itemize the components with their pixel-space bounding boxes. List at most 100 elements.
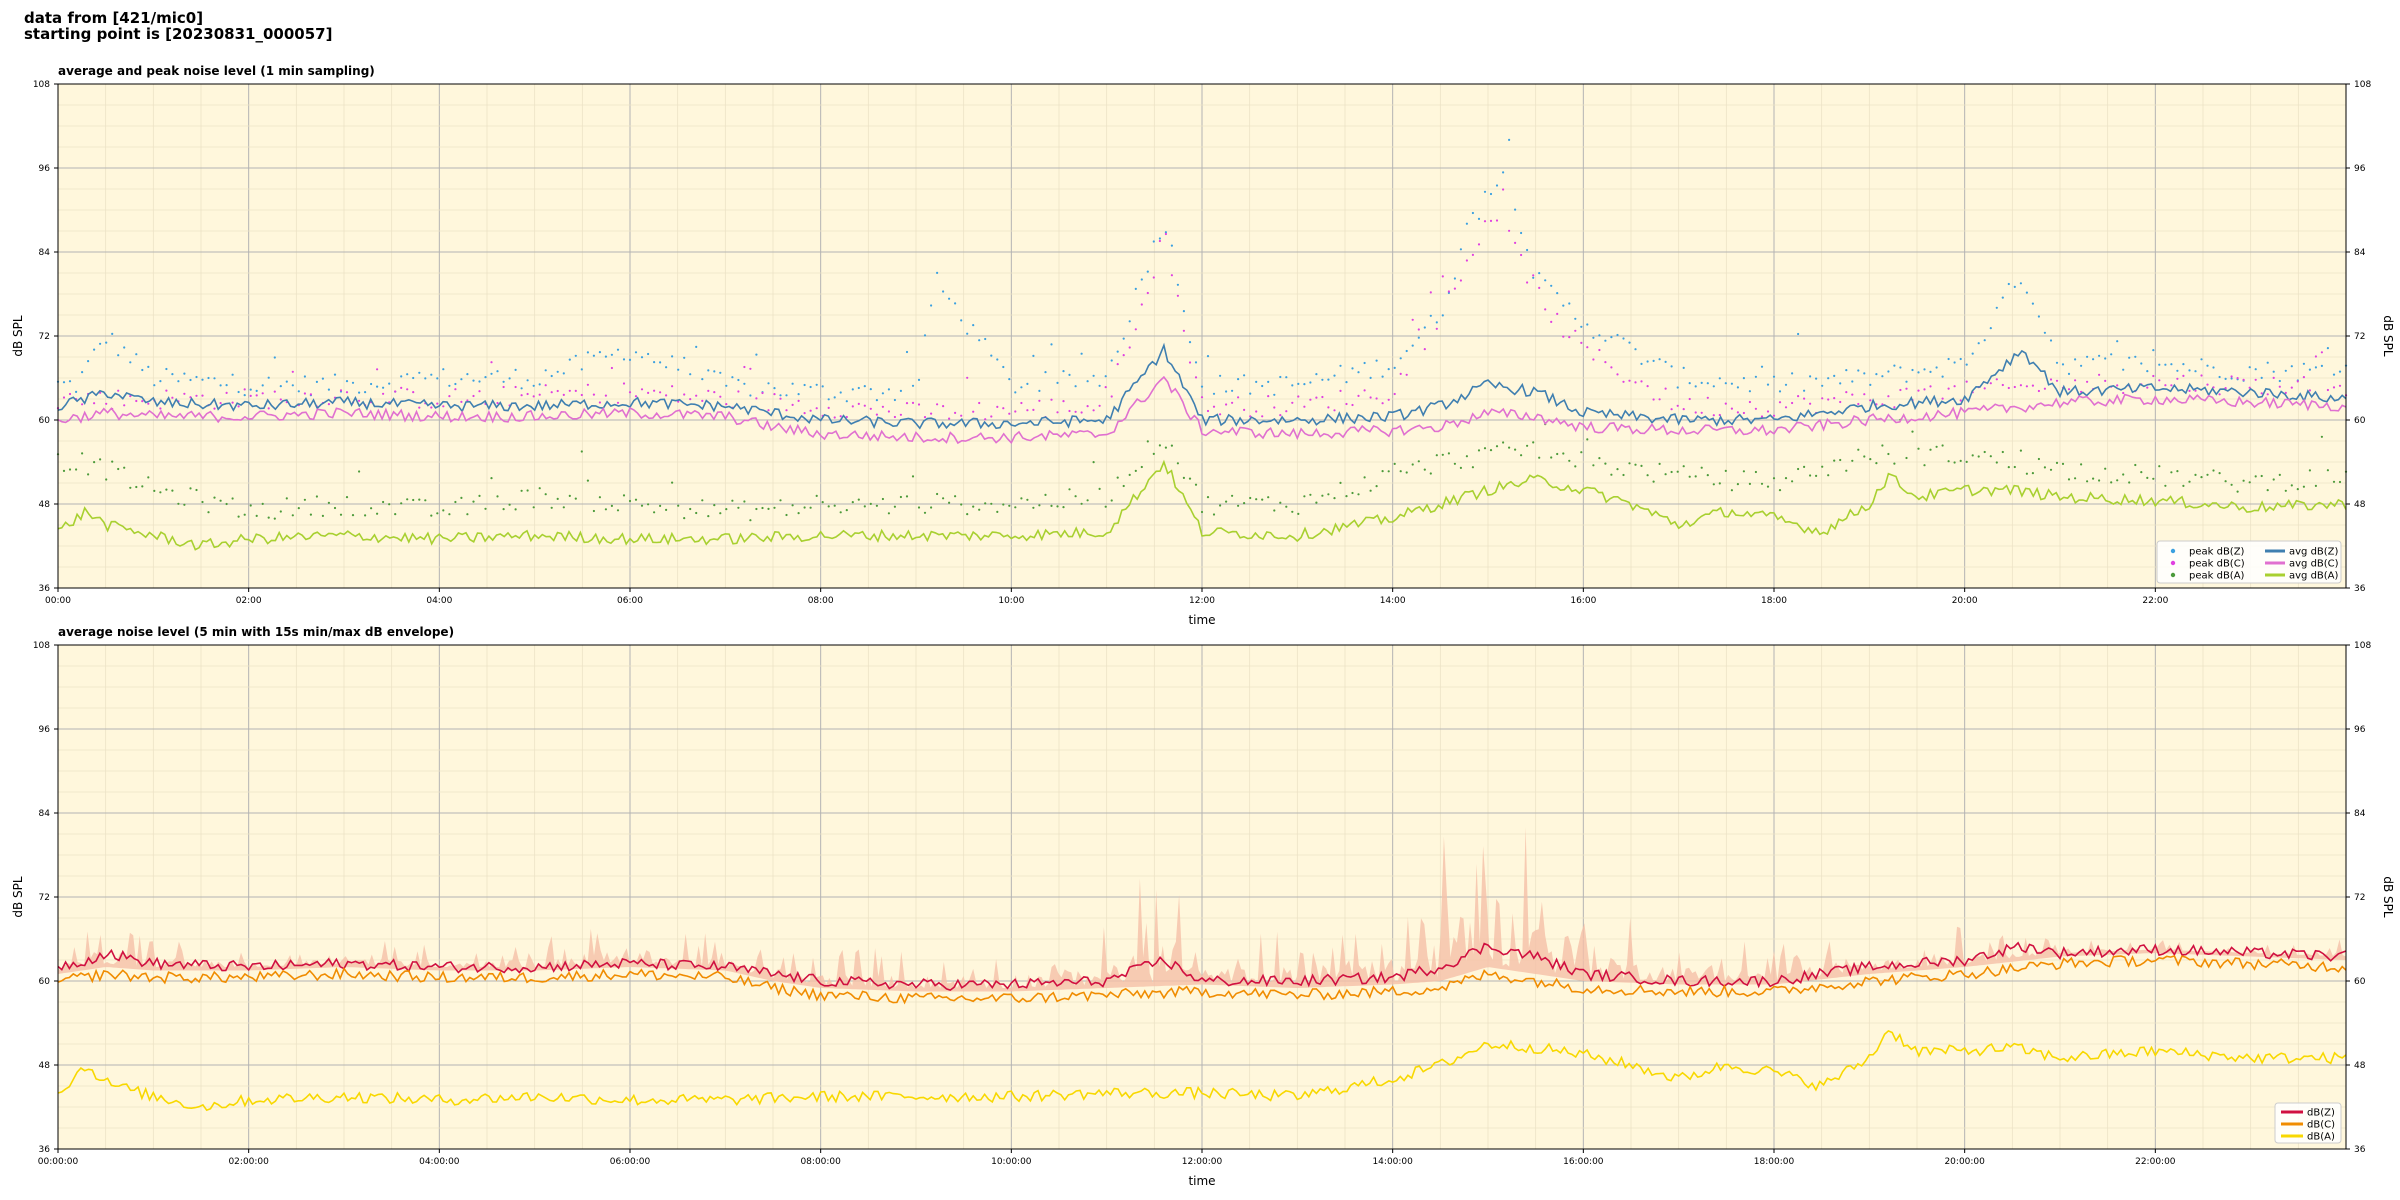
peak-db-z-point xyxy=(869,388,872,391)
peak-db-z-point xyxy=(821,385,824,388)
peak-db-a-point xyxy=(502,508,505,511)
peak-db-z-point xyxy=(960,319,963,322)
peak-db-z-point xyxy=(779,394,782,397)
peak-db-z-point xyxy=(827,398,830,401)
peak-db-a-point xyxy=(1851,459,1854,462)
peak-db-a-point xyxy=(279,510,282,513)
peak-db-a-point xyxy=(1965,460,1968,463)
y-tick-label-left: 36 xyxy=(39,1145,51,1155)
peak-db-c-point xyxy=(899,413,903,416)
peak-db-a-point xyxy=(2326,469,2329,472)
peak-db-c-point xyxy=(1947,387,1950,390)
peak-db-c-point xyxy=(1634,381,1637,384)
peak-db-c-point xyxy=(496,401,499,405)
peak-db-a-point xyxy=(797,511,800,515)
peak-db-c-point xyxy=(2146,386,2149,389)
peak-db-z-point xyxy=(2284,369,2287,372)
peak-db-c-point xyxy=(1170,274,1173,277)
peak-db-z-point xyxy=(207,376,210,380)
peak-db-z-point xyxy=(2200,358,2203,361)
x-tick-label: 12:00 xyxy=(1189,596,1215,606)
peak-db-c-point xyxy=(887,410,891,413)
peak-db-a-point xyxy=(1176,462,1179,465)
peak-db-a-point xyxy=(1748,482,1751,485)
peak-db-z-point xyxy=(1592,336,1595,339)
peak-db-c-point xyxy=(905,402,909,405)
peak-db-z-point xyxy=(749,394,752,397)
peak-db-z-point xyxy=(1158,237,1161,240)
peak-db-z-point xyxy=(213,377,216,380)
peak-db-c-point xyxy=(2086,380,2089,383)
peak-db-c-point xyxy=(857,402,860,405)
peak-db-z-point xyxy=(580,368,583,371)
peak-db-z-point xyxy=(665,366,668,369)
peak-db-a-point xyxy=(803,506,806,509)
peak-db-a-point xyxy=(1447,452,1450,455)
peak-db-z-point xyxy=(1863,372,1866,375)
y-tick-label-left: 108 xyxy=(33,641,50,651)
peak-db-a-point xyxy=(1225,500,1228,503)
peak-db-a-point xyxy=(87,473,90,476)
peak-db-z-point xyxy=(460,378,463,381)
bottom-legend: dB(Z)dB(C)dB(A) xyxy=(2274,1102,2342,1144)
peak-db-a-point xyxy=(1158,444,1161,447)
peak-db-a-point xyxy=(2007,466,2010,469)
peak-db-z-point xyxy=(1056,381,1059,384)
peak-db-a-point xyxy=(911,475,915,478)
top-series-marks xyxy=(56,138,2348,551)
peak-db-a-point xyxy=(2001,450,2004,454)
y-tick-label-left: 96 xyxy=(39,164,51,174)
peak-db-z-point xyxy=(1947,357,1950,361)
peak-db-c-point xyxy=(2001,383,2004,387)
peak-db-c-point xyxy=(923,416,927,419)
peak-db-z-point xyxy=(1983,339,1986,342)
peak-db-z-point xyxy=(1152,240,1155,243)
peak-db-a-point xyxy=(135,485,138,489)
peak-db-a-point xyxy=(833,504,836,507)
peak-db-a-point xyxy=(153,489,156,492)
x-tick-label: 02:00:00 xyxy=(228,1157,269,1167)
legend-entry: peak dB(C) xyxy=(2189,559,2245,570)
peak-db-z-point xyxy=(592,354,596,357)
peak-db-c-point xyxy=(990,415,993,418)
peak-db-c-point xyxy=(159,407,162,410)
peak-db-a-point xyxy=(1676,470,1679,473)
peak-db-z-point xyxy=(478,380,481,383)
peak-db-z-point xyxy=(598,351,602,354)
peak-db-c-point xyxy=(1164,232,1167,236)
peak-db-a-point xyxy=(195,488,198,492)
legend-box xyxy=(2156,540,2342,584)
peak-db-c-point xyxy=(418,406,421,409)
peak-db-a-point xyxy=(719,512,722,515)
peak-db-z-point xyxy=(1502,171,1505,174)
peak-db-c-point xyxy=(1652,398,1655,401)
peak-db-a-point xyxy=(1321,494,1324,497)
peak-db-c-point xyxy=(1556,312,1559,315)
peak-db-c-point xyxy=(1327,406,1330,409)
peak-db-c-point xyxy=(1724,402,1727,405)
peak-db-a-point xyxy=(364,514,367,517)
peak-db-c-point xyxy=(1351,403,1354,407)
peak-db-c-point xyxy=(1682,408,1685,411)
peak-db-c-point xyxy=(2194,389,2197,392)
peak-db-z-point xyxy=(1839,382,1842,385)
peak-db-z-point xyxy=(2320,364,2323,367)
peak-db-z-point xyxy=(93,348,96,351)
peak-db-a-point xyxy=(2176,470,2179,473)
peak-db-c-point xyxy=(2272,376,2275,379)
peak-db-c-point xyxy=(478,390,481,393)
peak-db-a-point xyxy=(659,504,662,507)
peak-db-a-point xyxy=(1170,444,1173,447)
peak-db-a-point xyxy=(1688,475,1691,478)
peak-db-c-point xyxy=(309,393,312,396)
peak-db-a-point xyxy=(81,452,84,455)
peak-db-a-point xyxy=(948,501,951,504)
peak-db-z-point xyxy=(466,373,469,376)
peak-db-a-point xyxy=(1803,465,1806,468)
peak-db-c-point xyxy=(610,366,614,370)
peak-db-c-point xyxy=(1032,408,1035,411)
peak-db-z-point xyxy=(1899,366,1902,369)
peak-db-c-point xyxy=(1580,341,1583,344)
peak-db-z-point xyxy=(406,373,409,376)
peak-db-z-point xyxy=(887,388,891,391)
